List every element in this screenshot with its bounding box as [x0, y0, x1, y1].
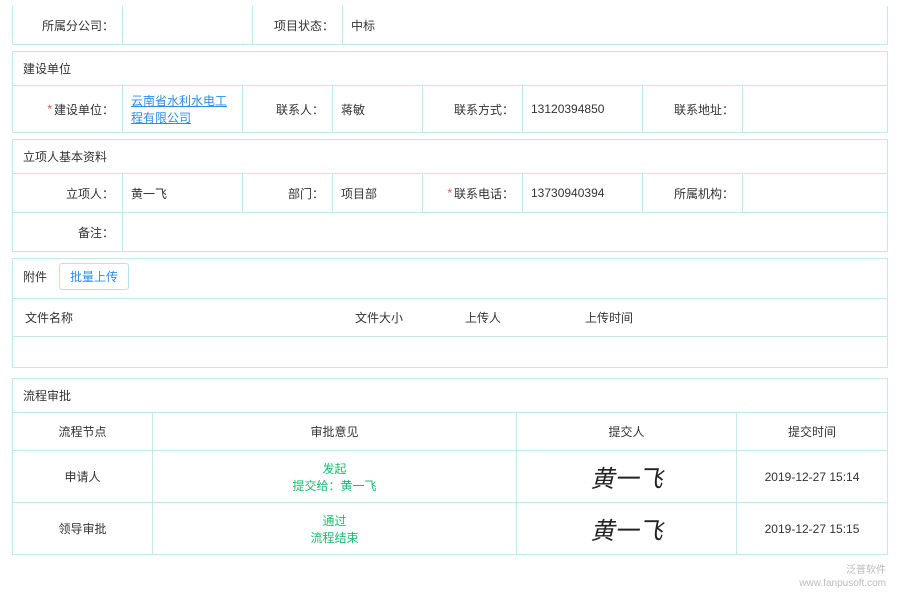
approval-title: 流程审批 — [13, 379, 887, 413]
status-label: 项目状态： — [253, 6, 343, 44]
initiator-phone-value: 13730940394 — [523, 174, 643, 212]
approval-table-head: 流程节点 审批意见 提交人 提交时间 — [13, 413, 887, 451]
builder-contact-value: 蒋敏 — [333, 86, 423, 132]
attach-col-uploader: 上传人 — [453, 299, 573, 336]
top-info-panel: 所属分公司： 项目状态： 中标 — [12, 6, 888, 45]
approval-panel: 流程审批 流程节点 审批意见 提交人 提交时间 申请人 发起 提交给：黄一飞 黄… — [12, 378, 888, 555]
approval-submitter: 黄一飞 — [517, 503, 737, 554]
approval-opinion: 发起 提交给：黄一飞 — [153, 451, 517, 502]
builder-title: 建设单位 — [13, 52, 887, 86]
approval-opinion: 通过 流程结束 — [153, 503, 517, 554]
status-value: 中标 — [343, 6, 887, 44]
initiator-phone-label: *联系电话： — [423, 174, 523, 212]
initiator-org-label: 所属机构： — [643, 174, 743, 212]
batch-upload-button[interactable]: 批量上传 — [59, 263, 129, 290]
attach-col-time: 上传时间 — [573, 299, 887, 336]
builder-phone-label: 联系方式： — [423, 86, 523, 132]
builder-address-label: 联系地址： — [643, 86, 743, 132]
branch-label: 所属分公司： — [13, 6, 123, 44]
attach-col-size: 文件大小 — [343, 299, 453, 336]
approval-node: 领导审批 — [13, 503, 153, 554]
initiator-remark-label: 备注： — [13, 213, 123, 251]
attachment-title: 附件 — [23, 268, 47, 285]
watermark: 泛普软件 www.fanpusoft.com — [799, 564, 886, 590]
branch-value — [123, 6, 253, 44]
attachment-table-head: 文件名称 文件大小 上传人 上传时间 — [13, 298, 887, 337]
initiator-title: 立项人基本资料 — [13, 140, 887, 174]
approval-head-time: 提交时间 — [737, 413, 887, 450]
attach-col-name: 文件名称 — [13, 299, 343, 336]
initiator-panel: 立项人基本资料 立项人： 黄一飞 部门： 项目部 *联系电话： 13730940… — [12, 139, 888, 252]
builder-address-value — [743, 86, 887, 132]
initiator-dept-value: 项目部 — [333, 174, 423, 212]
builder-phone-value: 13120394850 — [523, 86, 643, 132]
approval-head-submitter: 提交人 — [517, 413, 737, 450]
builder-contact-label: 联系人： — [243, 86, 333, 132]
approval-row: 申请人 发起 提交给：黄一飞 黄一飞 2019-12-27 15:14 — [13, 451, 887, 503]
initiator-org-value — [743, 174, 887, 212]
initiator-remark-value — [123, 213, 887, 251]
approval-head-node: 流程节点 — [13, 413, 153, 450]
approval-head-opinion: 审批意见 — [153, 413, 517, 450]
initiator-person-label: 立项人： — [13, 174, 123, 212]
approval-row: 领导审批 通过 流程结束 黄一飞 2019-12-27 15:15 — [13, 503, 887, 554]
approval-time: 2019-12-27 15:15 — [737, 503, 887, 554]
builder-panel: 建设单位 *建设单位： 云南省水利水电工程有限公司 联系人： 蒋敏 联系方式： … — [12, 51, 888, 133]
approval-node: 申请人 — [13, 451, 153, 502]
attachment-panel: 附件 批量上传 文件名称 文件大小 上传人 上传时间 — [12, 258, 888, 368]
initiator-dept-label: 部门： — [243, 174, 333, 212]
approval-time: 2019-12-27 15:14 — [737, 451, 887, 502]
initiator-person-value: 黄一飞 — [123, 174, 243, 212]
builder-unit-value[interactable]: 云南省水利水电工程有限公司 — [123, 86, 243, 132]
builder-unit-label: *建设单位： — [13, 86, 123, 132]
approval-submitter: 黄一飞 — [517, 451, 737, 502]
